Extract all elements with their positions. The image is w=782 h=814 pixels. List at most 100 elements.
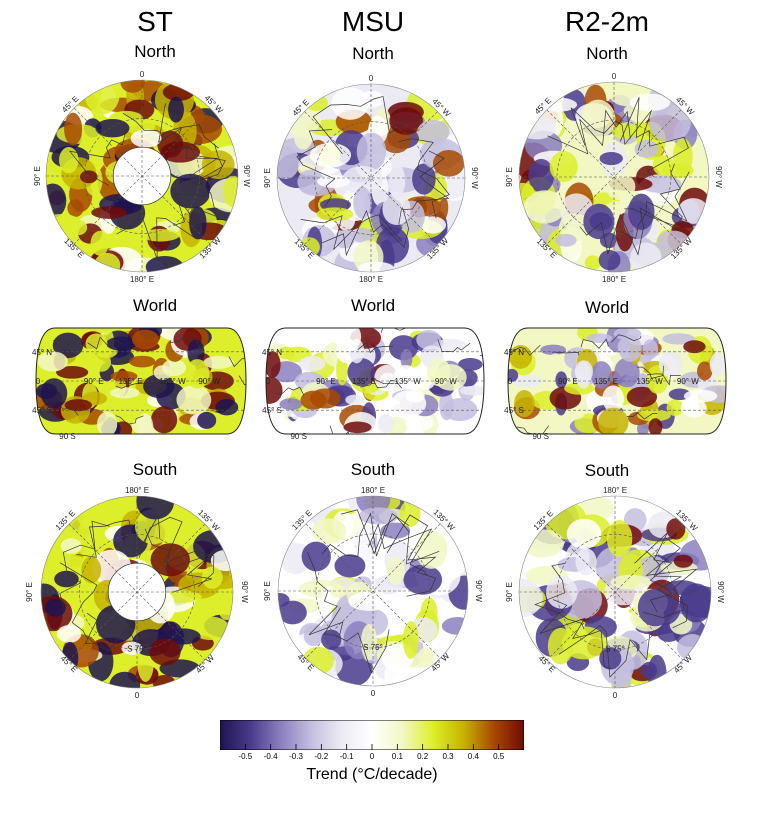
colorbar-tick-label: 0.3 [442,752,454,761]
trend-blob [680,398,707,418]
trend-blob [95,118,130,138]
trend-blob [384,662,404,686]
coastline [508,345,541,356]
tick-label: 90° E [316,377,336,386]
tick-label: 90° E [263,581,272,601]
trend-blob [584,255,602,271]
coastline [611,334,642,343]
map-outline [35,327,247,435]
trend-blob [402,621,419,659]
trend-blob [511,374,542,388]
trend-blob [664,580,699,596]
coastline [634,532,673,613]
column-title-st: ST [137,6,173,37]
tick-label: 0 [371,689,376,698]
trend-blob [297,169,325,194]
trend-blob [203,355,234,369]
coastline [534,563,585,630]
trend-blob [649,102,691,142]
tick-label: 135° W [395,377,422,386]
trend-blob [145,206,169,222]
trend-blob [136,413,154,434]
row-title-north-r2: North [586,44,628,63]
trend-blob [187,339,205,366]
tick-label: 0 [369,74,374,83]
trend-blob [152,674,176,688]
meridian-line [546,523,684,661]
trend-blob [321,629,342,650]
tick-label: 90° E [84,377,104,386]
meridian-line [305,523,441,659]
tick-label: 90° W [242,165,251,187]
meridian-line [546,109,682,245]
trend-blob [201,566,223,589]
coastline [116,204,196,260]
trend-blob [540,344,567,356]
trend-blob [357,261,395,272]
trend-blob [311,518,347,545]
trend-blob [405,413,434,432]
coastline [275,386,305,396]
coastline [76,513,161,558]
trend-blob [393,364,418,385]
trend-blob [81,556,102,584]
trend-blob [566,518,602,549]
coastline [636,365,664,379]
trend-blob [300,390,327,410]
trend-blob [85,333,108,354]
trend-blob [358,507,398,525]
tick-label: 90° W [470,167,479,189]
tick-label: S 75° [605,645,625,654]
coastline [115,382,151,389]
trend-blob [709,352,726,377]
trend-blob [590,361,613,389]
meridian-line [304,111,438,245]
trend-blob [417,119,450,144]
trend-blob [519,578,543,618]
meridian-line [304,111,438,245]
map-world-r2: 45° N 0 45° S 90° E 135° E 135° W 90° W 90 S [504,322,730,441]
trend-blob [117,405,144,416]
trend-blob [356,132,387,171]
trend-blob [679,585,711,618]
trend-blob [54,570,79,588]
column-title-r2-2m: R2-2m [564,6,649,37]
row-title-world-r2: World [584,298,630,317]
trend-blob [697,361,713,381]
tick-label: 180° E [603,486,627,495]
meridian-line [305,523,441,659]
trend-blob [403,564,443,595]
trend-blob [266,376,283,404]
trend-blob [348,591,391,611]
trend-blob [599,647,622,670]
colorbar-tick-label: -0.1 [339,752,354,761]
tick-label: 90 S [290,432,306,441]
map-outline [276,83,466,273]
trend-blob [564,408,585,420]
coastline [307,552,344,636]
latitude-circle [84,118,200,234]
trend-blob [683,389,718,403]
row-title-world-st: World [132,296,178,315]
coastline [168,146,226,232]
colorbar-tick-label: -0.2 [314,752,329,761]
trend-blob [390,584,420,622]
trend-blob [545,576,578,609]
tick-label: S 75° [363,643,383,652]
trend-blob [56,625,82,643]
trend-blob [640,661,658,679]
trend-blob [528,158,555,193]
tick-label: 45° S [504,406,524,415]
coastline [169,336,202,350]
trend-blob [575,548,597,576]
trend-blob [277,146,300,180]
trend-blob [64,399,92,412]
map-north-r2: 0 180° E 90° E 90° W 45° E 45° W 135° E 135° W [505,70,723,284]
trend-blob [415,530,448,569]
trend-blob [145,255,184,272]
trend-blob [143,374,175,399]
tick-label: 180° E [361,486,385,495]
tick-label: 90° E [25,582,34,602]
